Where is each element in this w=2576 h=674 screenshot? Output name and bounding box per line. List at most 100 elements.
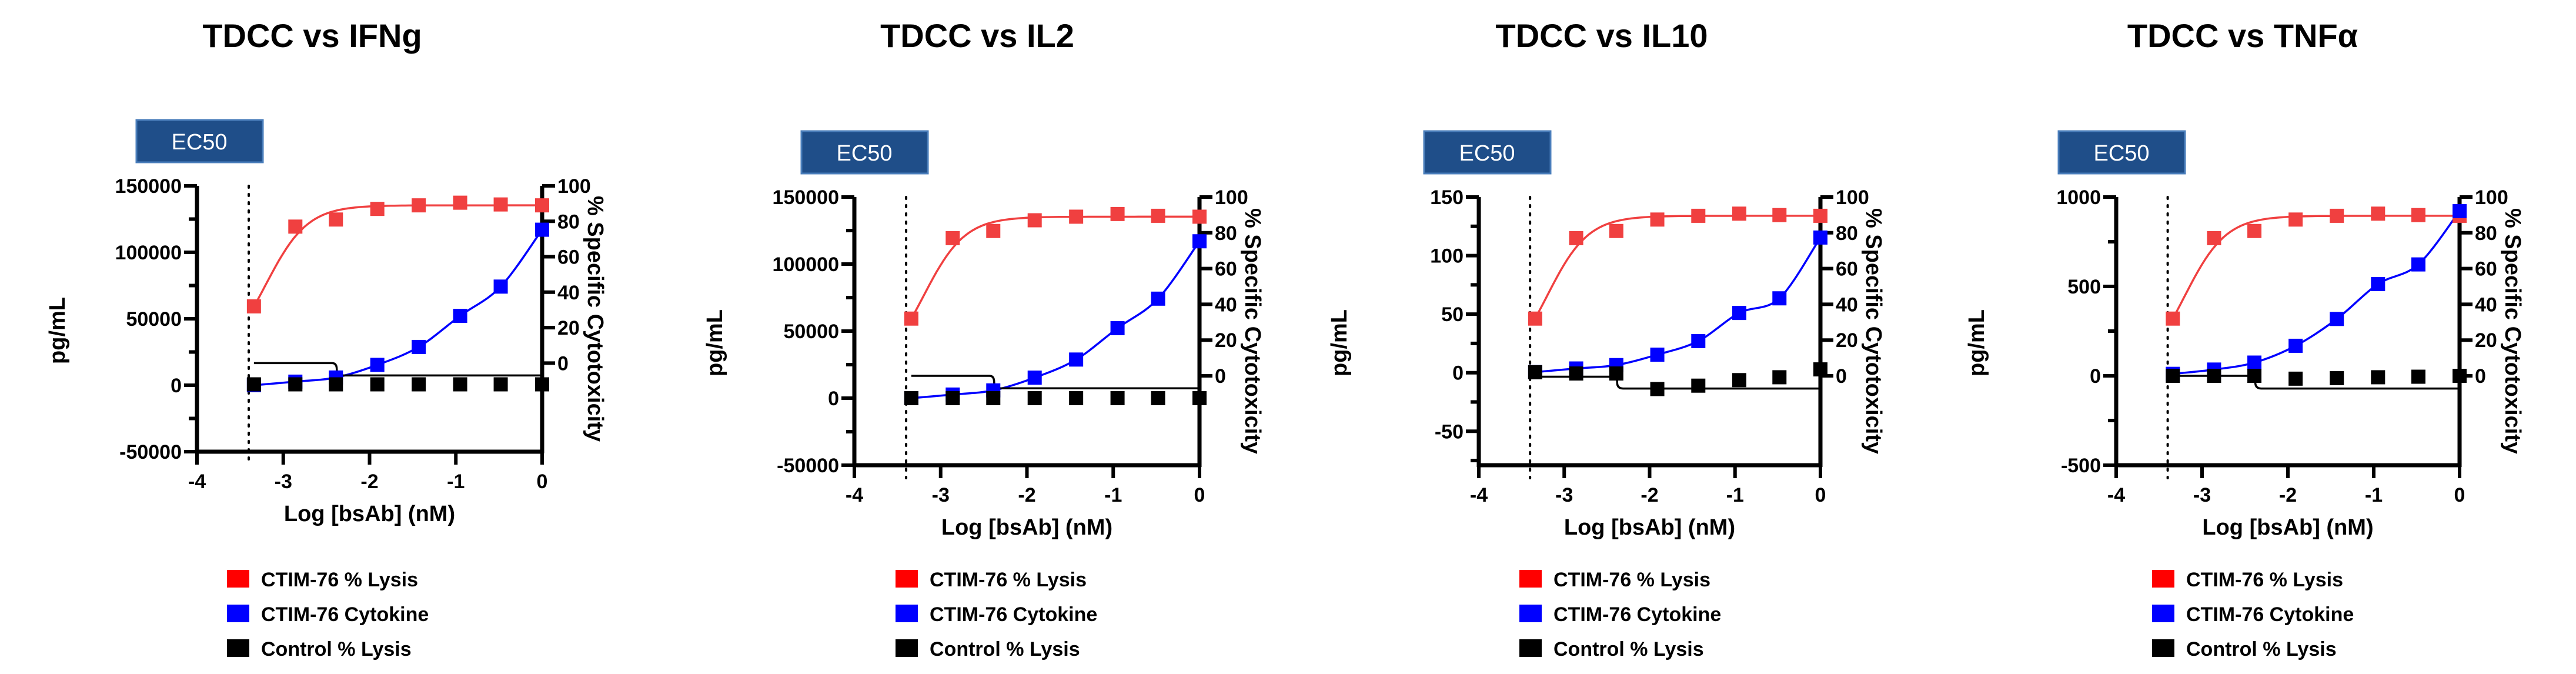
left-y-tick-label: 100000	[773, 253, 839, 276]
right-y-tick-label: 40	[1215, 293, 1237, 316]
data-point-series-3	[1069, 391, 1084, 405]
right-y-tick-label: 0	[1215, 365, 1226, 388]
right-y-tick-label: 40	[1836, 293, 1858, 316]
data-point-series-1	[1732, 206, 1747, 221]
data-point-series-2	[2330, 312, 2344, 326]
data-point-series-2	[535, 222, 549, 237]
data-point-series-2	[1691, 333, 1706, 348]
x-tick-label: -4	[846, 484, 863, 506]
chart-title: TDCC vs TNFα	[2127, 17, 2358, 54]
legend-swatch	[1519, 605, 1542, 622]
legend-label: CTIM-76 Cytokine	[261, 603, 429, 626]
right-y-tick-label: 80	[2475, 222, 2497, 245]
data-point-series-3	[1813, 362, 1827, 377]
legend-swatch	[227, 605, 249, 622]
data-point-series-1	[493, 197, 508, 212]
data-point-series-3	[1772, 370, 1787, 385]
left-y-axis-label: pg/mL	[45, 297, 70, 364]
x-tick-label: 0	[537, 471, 548, 493]
right-y-tick-label: 20	[2475, 329, 2497, 352]
data-point-series-3	[329, 377, 343, 392]
x-tick-label: -3	[2193, 484, 2211, 506]
left-y-tick-label: 50000	[126, 308, 182, 331]
ec50-badge	[800, 130, 929, 175]
legend-label: Control % Lysis	[2186, 638, 2337, 660]
data-point-series-1	[1691, 208, 1706, 223]
data-point-series-2	[2247, 355, 2262, 370]
ec50-badge	[135, 119, 264, 164]
legend-swatch	[1519, 570, 1542, 588]
right-y-axis-label: % Specific Cytotoxicity	[1861, 208, 1886, 454]
left-y-tick-label: 0	[171, 375, 182, 397]
legend-swatch	[227, 570, 249, 588]
legend-label: CTIM-76 % Lysis	[1553, 569, 1710, 591]
right-y-tick-label: 80	[557, 211, 580, 233]
ec50-badge-label: EC50	[171, 130, 227, 155]
x-tick-label: -1	[2365, 484, 2383, 506]
data-point-series-1	[1069, 209, 1084, 224]
legend-label: CTIM-76 Cytokine	[1553, 603, 1721, 626]
data-point-series-2	[453, 309, 467, 323]
data-point-series-3	[1110, 391, 1125, 405]
x-tick-label: -1	[1104, 484, 1122, 506]
left-y-tick-label: -50	[1435, 421, 1464, 443]
legend-label: Control % Lysis	[261, 638, 412, 660]
data-point-series-3	[1151, 391, 1165, 405]
data-point-series-1	[2207, 231, 2221, 245]
left-y-tick-label: 100000	[115, 242, 182, 264]
data-point-series-2	[1732, 306, 1747, 321]
data-point-series-1	[329, 212, 343, 227]
data-point-series-3	[2371, 370, 2385, 385]
data-point-series-2	[2411, 257, 2425, 272]
data-point-series-2	[1650, 348, 1665, 362]
data-point-series-1	[1569, 231, 1583, 245]
left-y-tick-label: 50	[1441, 303, 1464, 326]
right-y-tick-label: 100	[557, 175, 591, 198]
right-y-tick-label: 20	[557, 317, 580, 339]
data-point-series-1	[288, 219, 303, 234]
data-point-series-3	[2411, 369, 2425, 384]
x-tick-label: -1	[447, 471, 465, 493]
data-point-series-1	[945, 231, 960, 245]
data-point-series-3	[1569, 366, 1583, 381]
data-point-series-1	[2330, 208, 2344, 223]
data-point-series-3	[2330, 371, 2344, 385]
data-point-series-1	[370, 202, 385, 216]
data-point-series-1	[1772, 208, 1787, 222]
data-point-series-3	[945, 391, 960, 405]
left-y-tick-label: 150000	[773, 186, 839, 209]
x-tick-label: -2	[2279, 484, 2297, 506]
x-axis-label: Log [bsAb] (nM)	[1564, 515, 1735, 540]
ec50-badge	[1423, 130, 1552, 175]
x-tick-label: -1	[1726, 484, 1744, 506]
right-y-tick-label: 60	[2475, 258, 2497, 281]
data-point-series-3	[370, 377, 385, 392]
data-point-series-1	[904, 311, 918, 326]
fit-curve-2	[253, 229, 543, 386]
ec50-badge	[2057, 130, 2186, 175]
legend-label: CTIM-76 % Lysis	[930, 569, 1087, 591]
data-point-series-3	[493, 377, 508, 392]
data-point-series-1	[2288, 212, 2303, 227]
x-tick-label: 0	[1194, 484, 1205, 506]
left-y-axis-label: pg/mL	[1327, 309, 1352, 376]
ec50-badge-label: EC50	[836, 141, 892, 166]
x-tick-label: 0	[1815, 484, 1826, 506]
legend-swatch	[2152, 605, 2174, 622]
data-point-series-3	[1691, 378, 1706, 393]
data-point-series-1	[1110, 206, 1125, 221]
left-y-axis-label: pg/mL	[703, 309, 727, 376]
left-y-tick-label: 500	[2067, 276, 2101, 298]
data-point-series-1	[2247, 223, 2262, 238]
legend-label: CTIM-76 % Lysis	[261, 569, 418, 591]
legend-swatch	[227, 639, 249, 657]
x-axis-label: Log [bsAb] (nM)	[2202, 515, 2373, 540]
data-point-series-1	[1027, 213, 1042, 228]
right-y-tick-label: 80	[1215, 222, 1237, 245]
left-y-tick-label: 150	[1430, 186, 1464, 209]
left-y-tick-label: 1000	[2056, 186, 2101, 209]
left-y-tick-label: 0	[2090, 365, 2101, 388]
right-y-tick-label: 60	[557, 246, 580, 269]
data-point-series-1	[2166, 311, 2180, 326]
